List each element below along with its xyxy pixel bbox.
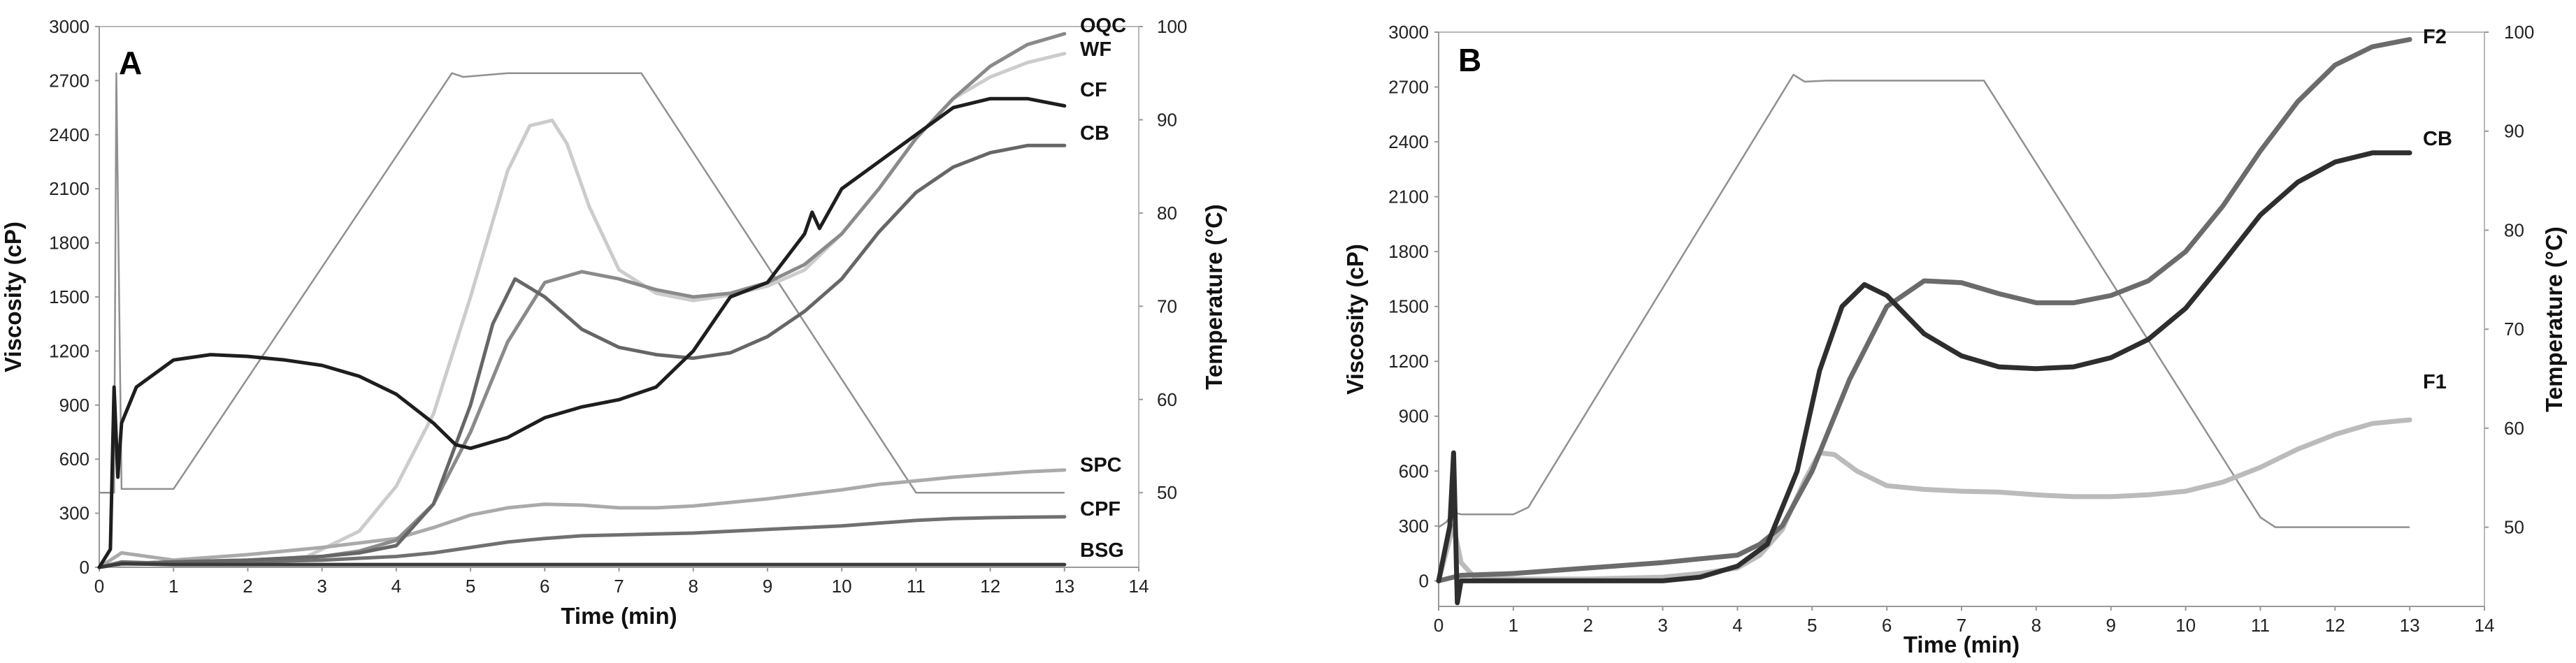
y2-tick-label: 90 [1157,109,1177,130]
series-line-temperature [99,72,1065,494]
y-tick-label: 2700 [49,70,89,91]
y-tick-label: 1200 [1388,351,1429,372]
series-label-spc: SPC [1080,454,1122,476]
x-tick-label: 5 [1807,615,1817,636]
x-tick-label: 12 [980,576,1000,597]
y-tick-label: 2100 [49,178,89,199]
x-tick-label: 14 [2475,615,2495,636]
x-tick-label: 2 [243,576,252,597]
series-label-oqc: OQC [1080,15,1126,37]
y2-tick-label: 80 [1157,203,1177,224]
chart-panel-b: 0 1 2 3 4 5 6 7 8 9 10 11 12 13 1403006009001200150018… [1342,22,2567,657]
x-tick-label: 8 [2031,615,2041,636]
y2-tick-label: 90 [2504,121,2524,142]
x-tick-label: 7 [1957,615,1966,636]
y-tick-label: 300 [59,503,89,524]
x-tick-label: 2 [1583,615,1592,636]
y-tick-label: 600 [1399,460,1429,481]
y-tick-label: 600 [59,449,89,469]
series-label-f2: F2 [2423,26,2447,48]
x-tick-label: 3 [1657,615,1667,636]
y-tick-label: 300 [1399,516,1429,537]
series-label-bsg: BSG [1080,539,1124,562]
series-line-spc [97,468,1067,569]
y-tick-label: 1500 [49,286,89,307]
y2-tick-label: 50 [2504,517,2524,538]
series-line-oqc [97,31,1067,569]
series-line-cb [1436,150,2412,606]
x-tick-label: 8 [688,576,698,597]
x-tick-label: 4 [1732,615,1742,636]
series-line-cb [97,143,1067,569]
y-tick-label: 900 [59,395,89,416]
series-line-bsg [97,562,1067,569]
y-tick-label: 1800 [1388,241,1429,262]
y2-axis-title: Temperature (°C) [1201,204,1227,390]
x-tick-label: 13 [1054,576,1074,597]
y-tick-label: 3000 [49,16,89,37]
y-tick-label: 0 [1419,570,1429,591]
y2-tick-label: 100 [2504,22,2534,43]
x-tick-label: 1 [1509,615,1518,636]
panel-letter: B [1458,42,1481,78]
x-tick-label: 0 [94,576,104,597]
y2-tick-label: 70 [2504,319,2524,340]
series-line-cpf [97,515,1067,569]
plot-frame [1438,31,2485,607]
x-tick-label: 6 [540,576,549,597]
y2-axis-title: Temperature (°C) [2541,226,2567,412]
x-tick-label: 9 [763,576,772,597]
y-tick-label: 2400 [1388,131,1429,152]
y2-tick-label: 60 [1157,389,1177,410]
series-line-f1 [1436,417,2412,583]
x-tick-label: 3 [317,576,326,597]
y2-tick-label: 80 [2504,219,2524,240]
y-tick-label: 1500 [1388,296,1429,317]
series-label-cpf: CPF [1080,498,1121,520]
y-tick-label: 2400 [49,124,89,145]
y2-tick-label: 100 [1157,16,1187,37]
y-tick-label: 1800 [49,233,89,254]
x-tick-label: 11 [2251,615,2270,636]
x-tick-label: 1 [168,576,178,597]
y-tick-label: 0 [80,557,89,578]
x-tick-label: 10 [2175,615,2196,636]
y2-tick-label: 70 [1157,296,1177,316]
y-axis-title: Viscosity (cP) [0,221,26,372]
x-tick-label: 14 [1129,576,1149,597]
x-tick-label: 10 [832,576,852,597]
x-tick-label: 9 [2106,615,2115,636]
x-tick-label: 4 [391,576,401,597]
x-tick-label: 12 [2325,615,2345,636]
series-label-cb: CB [2423,128,2452,150]
y2-tick-label: 60 [2504,418,2524,439]
y-tick-label: 900 [1399,406,1429,427]
x-tick-label: 11 [907,576,926,597]
x-axis-title: Time (min) [1904,632,2020,657]
y-tick-label: 3000 [1388,22,1429,43]
x-tick-label: 6 [1882,615,1892,636]
series-label-cf: CF [1080,79,1107,101]
plot-frame [99,26,1139,568]
y-tick-label: 1200 [49,340,89,361]
series-line-cf [97,96,1067,569]
panel-letter: A [119,45,142,81]
y-tick-label: 2700 [1388,77,1429,98]
y-axis-title: Viscosity (cP) [1342,244,1368,395]
series-label-wf: WF [1080,38,1111,61]
x-tick-label: 7 [614,576,624,597]
series-label-f1: F1 [2423,371,2447,393]
series-line-f2 [1436,37,2412,583]
x-tick-label: 0 [1434,615,1444,636]
chart-panel-a: 0 1 2 3 4 5 6 7 8 9 10 11 12 13 1403006009001200150018… [0,15,1227,629]
y-tick-label: 2100 [1388,187,1429,207]
y2-tick-label: 50 [1157,482,1177,503]
series-label-cb: CB [1080,122,1109,145]
x-tick-label: 13 [2400,615,2420,636]
x-tick-label: 5 [466,576,475,597]
x-axis-title: Time (min) [561,603,677,629]
